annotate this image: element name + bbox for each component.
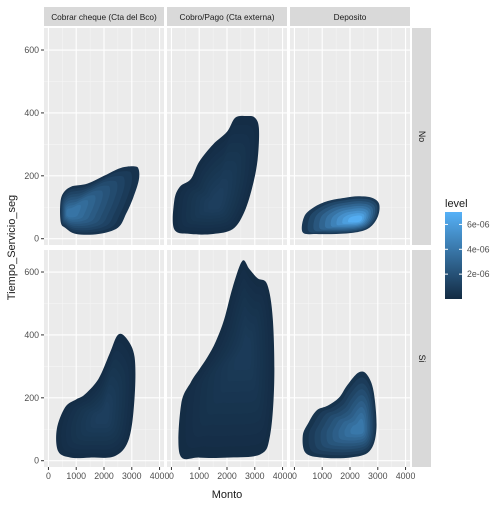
density-contour-band	[66, 204, 81, 218]
facet-strip-right	[412, 28, 431, 245]
facet-strip-label: Cobro/Pago (Cta externa)	[179, 12, 274, 22]
x-tick-label: 2000	[340, 471, 360, 481]
x-axis-title: Monto	[212, 489, 243, 501]
density-region	[302, 371, 377, 459]
x-tick-label: 3000	[368, 471, 388, 481]
legend-tick-label: 4e-06	[467, 244, 490, 254]
density-region	[56, 333, 136, 459]
x-tick-label: 2000	[217, 471, 237, 481]
facet-strip-label: Cobrar cheque (Cta del Bco)	[51, 12, 157, 22]
x-tick-label: 3000	[122, 471, 142, 481]
y-tick-label: 400	[24, 330, 39, 340]
legend-tick-label: 2e-06	[467, 269, 490, 279]
x-tick-label: 0	[292, 471, 297, 481]
x-tick-label: 4000	[150, 471, 170, 481]
density-contour-band	[350, 418, 364, 435]
density-contour-band	[95, 401, 110, 425]
facet-strip-label: Si	[417, 355, 427, 363]
y-tick-label: 200	[24, 393, 39, 403]
density-region	[60, 166, 140, 235]
y-tick-label: 400	[24, 108, 39, 118]
axes: Cobrar cheque (Cta del Bco) Cobro/Pago (C…	[6, 7, 431, 501]
x-tick-label: 0	[169, 471, 174, 481]
y-tick-label: 0	[34, 456, 39, 466]
legend-title: level	[445, 198, 468, 210]
density-contour-band	[234, 334, 252, 371]
legend: level 2e-06 4e-06 6e-06	[445, 198, 490, 299]
x-tick-label: 1000	[189, 471, 209, 481]
facet-strip-label: No	[417, 131, 427, 142]
x-tick-label: 4000	[396, 471, 416, 481]
y-axis-title: Tiempo_Servicio_seg	[6, 195, 18, 300]
density-contour-band	[208, 188, 224, 210]
y-tick-label: 600	[24, 267, 39, 277]
x-tick-label: 1000	[66, 471, 86, 481]
facet-strip-top	[290, 7, 410, 26]
x-tick-label: 2000	[94, 471, 114, 481]
y-tick-label: 0	[34, 234, 39, 244]
density-contour-band	[348, 215, 363, 223]
density-region	[301, 196, 380, 235]
x-tick-label: 0	[46, 471, 51, 481]
facet-strip-top	[44, 7, 164, 26]
density-region	[178, 260, 275, 460]
facet-panels	[44, 28, 410, 467]
y-tick-label: 600	[24, 45, 39, 55]
legend-tick-label: 6e-06	[467, 219, 490, 229]
x-tick-label: 4000	[273, 471, 293, 481]
x-tick-label: 3000	[245, 471, 265, 481]
facet-strip-right	[412, 250, 431, 467]
facet-strip-top	[167, 7, 287, 26]
density-region	[172, 115, 260, 235]
legend-colorbar	[445, 212, 462, 299]
x-tick-label: 1000	[312, 471, 332, 481]
facet-strip-label: Deposito	[334, 12, 367, 22]
y-tick-label: 200	[24, 171, 39, 181]
